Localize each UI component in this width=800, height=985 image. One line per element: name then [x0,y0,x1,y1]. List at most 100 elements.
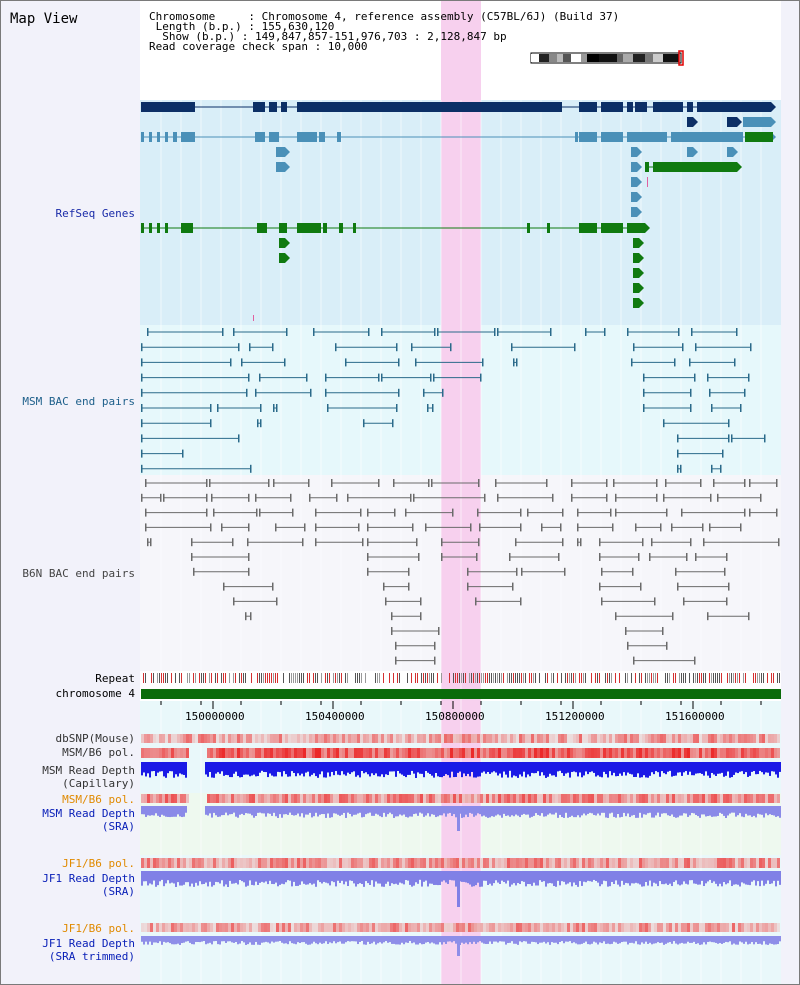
polymorphism-cell [756,734,759,743]
polymorphism-cell [174,748,177,758]
polymorphism-cell [696,794,699,803]
polymorphism-cell [276,748,279,758]
polymorphism-cell [354,923,357,932]
gene-strand-arrow [639,283,644,293]
read-depth-bar [737,806,739,816]
msm-b6-pol-sra-label[interactable]: MSM/B6 pol. [62,793,135,806]
gene-strand-arrow [639,298,644,308]
polymorphism-cell [468,748,471,758]
read-depth-bar [295,936,297,945]
msm-bac-end [433,373,435,382]
polymorphism-cell [351,923,354,932]
repeat-element [669,673,670,683]
read-depth-bar [183,806,185,817]
polymorphism-cell [372,734,375,743]
read-depth-bar [537,871,539,886]
repeat-element [701,673,702,683]
polymorphism-cell [468,794,471,803]
msm-bac-end [707,373,709,382]
read-depth-bar [433,871,435,885]
read-depth-bar [675,936,677,944]
b6n-bac-end [191,538,193,547]
read-depth-bar [357,936,359,945]
polymorphism-cell [753,923,756,932]
dbsnp-label[interactable]: dbSNP(Mouse) [55,732,135,745]
read-depth-bar [141,871,143,886]
read-depth-bar [691,936,693,943]
refseq-genes-label[interactable]: RefSeq Genes [55,207,135,220]
polymorphism-cell [303,748,306,758]
read-depth-bar [761,936,763,945]
read-depth-bar [645,871,647,883]
polymorphism-cell [288,748,291,758]
b6n-bac-end [210,523,212,532]
read-depth-bar [157,936,159,944]
polymorphism-cell [693,923,696,932]
repeat-element [289,673,290,683]
polymorphism-cell [336,858,339,868]
polymorphism-cell [684,734,687,743]
read-depth-bar [481,762,483,773]
polymorphism-cell [591,794,594,803]
polymorphism-cell [255,734,258,743]
read-depth-bar [663,871,665,885]
polymorphism-cell [516,858,519,868]
read-depth-bar [471,806,473,814]
read-depth-bar [345,936,347,943]
repeat-element [631,673,632,683]
polymorphism-cell [507,748,510,758]
polymorphism-cell [615,734,618,743]
read-depth-bar [363,806,365,817]
msm-depth-capillary-label[interactable]: MSM Read Depth [42,764,135,777]
read-depth-bar [355,871,357,887]
polymorphism-cell [573,794,576,803]
msm-bac-end [722,449,724,458]
read-depth-bar [407,806,409,818]
polymorphism-cell [411,748,414,758]
repeat-element [269,673,270,683]
repeat-label[interactable]: Repeat [95,672,135,685]
jf1-b6-pol-label[interactable]: JF1/B6 pol. [62,857,135,870]
repeat-element [171,673,172,683]
msm-bac-end [210,404,212,412]
msm-bac-end [677,434,679,443]
read-depth-bar [611,871,613,882]
b6n-bac-end [560,523,562,532]
polymorphism-cell [177,858,180,868]
read-depth-bar [725,806,727,818]
ideogram-band [581,54,587,62]
gene-exon [601,132,623,142]
read-depth-bar [473,762,475,778]
polymorphism-cell [732,858,735,868]
polymorphism-cell [495,858,498,868]
read-depth-bar [305,871,307,885]
jf1-depth-trim-label[interactable]: JF1 Read Depth [42,937,135,950]
msm-b6-pol-label[interactable]: MSM/B6 pol. [62,746,135,759]
polymorphism-cell [720,734,723,743]
read-depth-bar [165,806,167,817]
polymorphism-cell [429,923,432,932]
read-depth-bar [151,762,153,772]
msm-bac-end [141,373,143,382]
read-depth-bar [431,762,433,776]
polymorphism-cell [627,734,630,743]
polymorphism-cell [330,748,333,758]
jf1-depth-sra-label[interactable]: JF1 Read Depth [42,872,135,885]
polymorphism-cell [312,858,315,868]
polymorphism-cell [231,748,234,758]
polymorphism-cell [645,748,648,758]
polymorphism-cell [492,734,495,743]
jf1-b6-pol-trim-label[interactable]: JF1/B6 pol. [62,922,135,935]
msm-bac-label[interactable]: MSM BAC end pairs [22,395,135,408]
polymorphism-cell [144,734,147,743]
msm-bac-end [550,328,552,336]
b6n-bac-label[interactable]: B6N BAC end pairs [22,567,135,580]
polymorphism-cell [384,794,387,803]
msm-depth-sra-label[interactable]: MSM Read Depth [42,807,135,820]
read-depth-bar [145,806,147,817]
read-depth-bar [387,936,389,943]
read-depth-bar [201,936,203,942]
read-depth-bar [233,871,235,884]
repeat-element [471,673,472,683]
read-depth-bar [303,806,305,818]
